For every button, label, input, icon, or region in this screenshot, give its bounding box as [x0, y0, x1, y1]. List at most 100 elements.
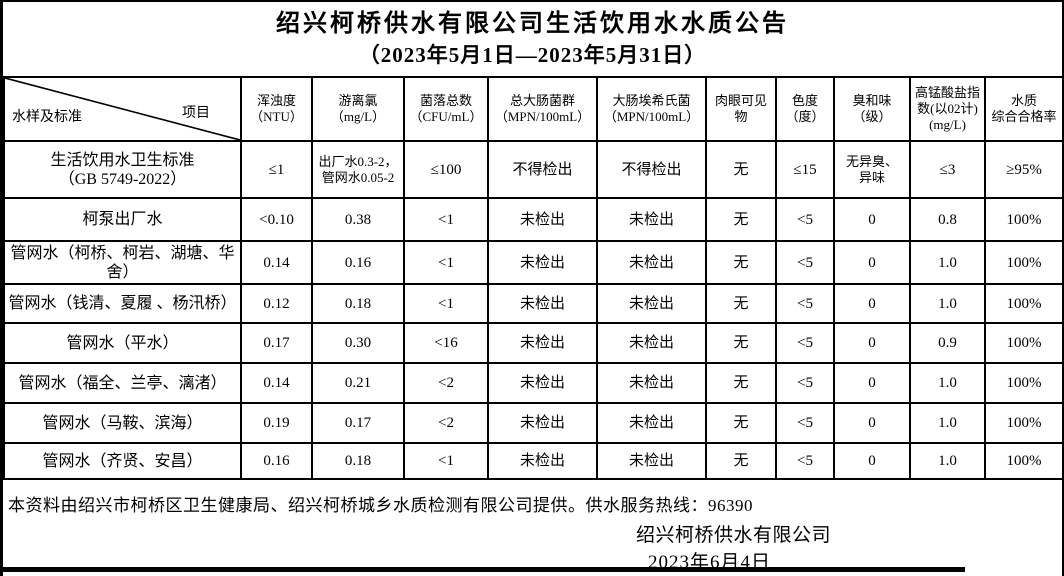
row-label: 管网水（钱清、夏履 、杨汛桥）: [3, 283, 242, 324]
value-cell: <5: [775, 197, 835, 242]
table-row-pipe-keqiao: 管网水（柯桥、柯岩、湖塘、华舍） 0.14 0.16 <1 未检出 未检出 无 …: [3, 240, 1062, 285]
footer-company: 绍兴柯桥供水有限公司: [636, 525, 832, 546]
value-cell: 未检出: [487, 322, 598, 364]
value-cell: 未检出: [596, 402, 707, 444]
value-cell: ≤1: [240, 140, 313, 199]
value-cell: 0.8: [909, 197, 986, 242]
row-label: 柯泵出厂水: [3, 197, 242, 242]
value-cell: 无: [705, 402, 777, 444]
value-cell: 0: [833, 442, 911, 480]
value-cell: 出厂水0.3-2， 管网水0.05-2: [311, 140, 405, 199]
value-cell: 未检出: [487, 362, 598, 404]
table-row-pipe-qianqing: 管网水（钱清、夏履 、杨汛桥） 0.12 0.18 <1 未检出 未检出 无 <…: [3, 283, 1062, 324]
value-cell: 未检出: [487, 197, 598, 242]
value-cell: 未检出: [596, 283, 707, 324]
value-cell: 不得检出: [487, 140, 598, 199]
value-cell: 未检出: [487, 283, 598, 324]
value-cell: 无: [705, 283, 777, 324]
value-cell: 100%: [984, 442, 1062, 480]
value-cell: <1: [403, 240, 489, 285]
value-cell: 0.19: [240, 402, 313, 444]
value-cell: 未检出: [487, 402, 598, 444]
col-header-permanganate-index: 高锰酸盐指 数(以02计) (mg/L): [909, 76, 986, 142]
table-row-pipe-fuquan: 管网水（福全、兰亭、漓渚） 0.14 0.21 <2 未检出 未检出 无 <5 …: [3, 362, 1062, 404]
value-cell: 1.0: [909, 402, 986, 444]
value-cell: 未检出: [596, 442, 707, 480]
bottom-border-bar: [3, 567, 965, 572]
row-label: 管网水（柯桥、柯岩、湖塘、华舍）: [3, 240, 242, 285]
value-cell: 0.12: [240, 283, 313, 324]
value-cell: 0.16: [311, 240, 405, 285]
value-cell: 0: [833, 283, 911, 324]
value-cell: <1: [403, 283, 489, 324]
table-row-pipe-qixian: 管网水（齐贤、安昌） 0.16 0.18 <1 未检出 未检出 无 <5 0 1…: [3, 442, 1062, 480]
value-cell: 0.18: [311, 283, 405, 324]
table-row-pipe-pingshui: 管网水（平水） 0.17 0.30 <16 未检出 未检出 无 <5 0 0.9…: [3, 322, 1062, 364]
footer-note: 本资料由绍兴市柯桥区卫生健康局、绍兴柯桥城乡水质检测有限公司提供。供水服务热线：…: [8, 496, 753, 515]
value-cell: <5: [775, 322, 835, 364]
page-title: 绍兴柯桥供水有限公司生活饮用水水质公告: [276, 11, 789, 37]
value-cell: 不得检出: [596, 140, 707, 199]
page-subtitle: （2023年5月1日—2023年5月31日）: [358, 43, 707, 67]
value-cell: 0: [833, 322, 911, 364]
value-cell: 0.17: [240, 322, 313, 364]
col-header-odor: 臭和味 （级）: [833, 76, 911, 142]
value-cell: 1.0: [909, 283, 986, 324]
value-cell: 未检出: [596, 322, 707, 364]
row-label: 管网水（平水）: [3, 322, 242, 364]
value-cell: 无: [705, 442, 777, 480]
value-cell: 0.14: [240, 362, 313, 404]
row-label: 管网水（齐贤、安昌）: [3, 442, 242, 480]
value-cell: <5: [775, 362, 835, 404]
value-cell: 未检出: [596, 362, 707, 404]
title-block: 绍兴柯桥供水有限公司生活饮用水水质公告 （2023年5月1日—2023年5月31…: [3, 2, 1062, 76]
table-row-plant-outlet: 柯泵出厂水 <0.10 0.38 <1 未检出 未检出 无 <5 0 0.8 1…: [3, 197, 1062, 242]
value-cell: 0: [833, 362, 911, 404]
col-header-colony-count: 菌落总数 （CFU/mL）: [403, 76, 489, 142]
value-cell: 100%: [984, 283, 1062, 324]
value-cell: 未检出: [596, 240, 707, 285]
value-cell: 0: [833, 240, 911, 285]
value-cell: <5: [775, 283, 835, 324]
value-cell: 未检出: [487, 442, 598, 480]
col-header-turbidity: 浑浊度 （NTU）: [240, 76, 313, 142]
table-row-standard: 生活饮用水卫生标准 （GB 5749-2022） ≤1 出厂水0.3-2， 管网…: [3, 140, 1062, 199]
col-header-pass-rate: 水质 综合合格率: [984, 76, 1062, 142]
col-header-total-coliform: 总大肠菌群 （MPN/100mL）: [487, 76, 598, 142]
footer: 本资料由绍兴市柯桥区卫生健康局、绍兴柯桥城乡水质检测有限公司提供。供水服务热线：…: [3, 480, 1062, 573]
value-cell: 100%: [984, 197, 1062, 242]
value-cell: <2: [403, 402, 489, 444]
value-cell: 1.0: [909, 442, 986, 480]
header-row: 项目 水样及标准 浑浊度 （NTU） 游离氯（mg/L） 菌落总数 （CFU/m…: [3, 76, 1062, 142]
col-header-e-coli: 大肠埃希氏菌 （MPN/100mL）: [596, 76, 707, 142]
value-cell: 100%: [984, 322, 1062, 364]
value-cell: 100%: [984, 402, 1062, 444]
value-cell: 0.38: [311, 197, 405, 242]
value-cell: 100%: [984, 240, 1062, 285]
value-cell: 0.14: [240, 240, 313, 285]
value-cell: <1: [403, 442, 489, 480]
value-cell: 无异臭、 异味: [833, 140, 911, 199]
value-cell: <2: [403, 362, 489, 404]
water-quality-table: 项目 水样及标准 浑浊度 （NTU） 游离氯（mg/L） 菌落总数 （CFU/m…: [3, 76, 1062, 480]
value-cell: 0.18: [311, 442, 405, 480]
col-header-visible-matter: 肉眼可见物: [705, 76, 777, 142]
value-cell: 未检出: [596, 197, 707, 242]
value-cell: <5: [775, 402, 835, 444]
value-cell: ≤3: [909, 140, 986, 199]
corner-item-label: 项目: [182, 106, 210, 121]
value-cell: 0: [833, 197, 911, 242]
value-cell: 0.30: [311, 322, 405, 364]
value-cell: 1.0: [909, 362, 986, 404]
table-row-pipe-maan: 管网水（马鞍、滨海） 0.19 0.17 <2 未检出 未检出 无 <5 0 1…: [3, 402, 1062, 444]
row-label: 生活饮用水卫生标准 （GB 5749-2022）: [3, 140, 242, 199]
value-cell: <5: [775, 442, 835, 480]
col-header-free-chlorine: 游离氯（mg/L）: [311, 76, 405, 142]
value-cell: 0.16: [240, 442, 313, 480]
value-cell: ≥95%: [984, 140, 1062, 199]
diagonal-line-icon: [6, 79, 239, 139]
row-label: 管网水（马鞍、滨海）: [3, 402, 242, 444]
value-cell: <0.10: [240, 197, 313, 242]
value-cell: 0: [833, 402, 911, 444]
corner-sample-label: 水样及标准: [12, 110, 82, 125]
